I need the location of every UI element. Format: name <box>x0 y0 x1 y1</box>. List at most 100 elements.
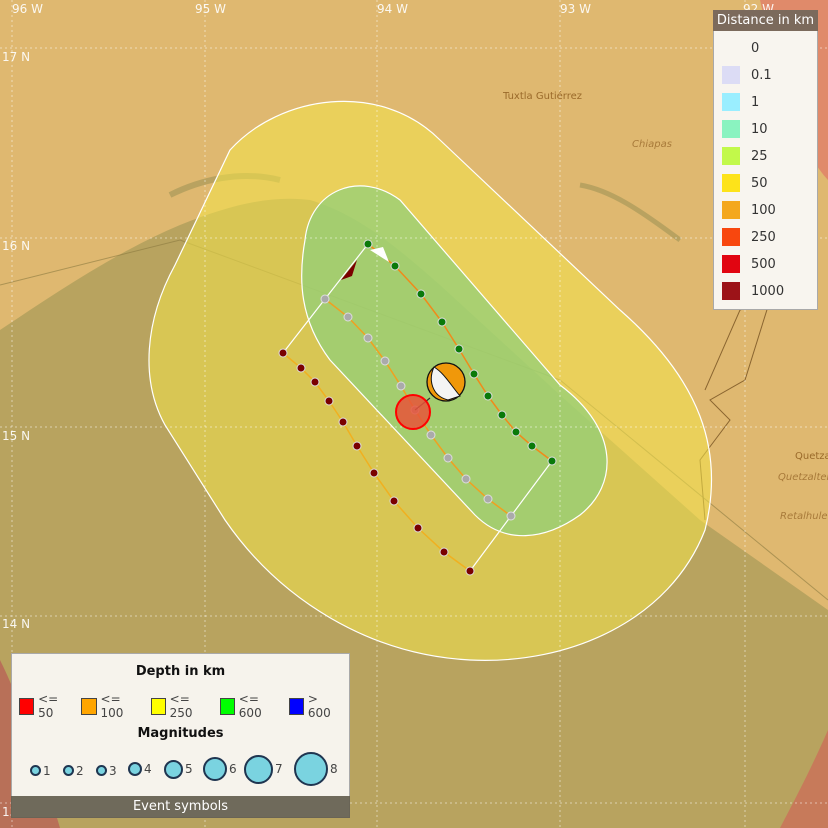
rupture-node <box>443 453 453 463</box>
rupture-node <box>437 317 447 327</box>
depth-legend-item: <= 600 <box>219 692 280 720</box>
depth-label: <= 600 <box>238 692 262 720</box>
lon-label: 95 W <box>195 2 226 16</box>
place-label: Quetzal <box>795 451 828 462</box>
distance-label: 250 <box>751 229 776 245</box>
lat-label: 15 N <box>2 429 31 443</box>
rupture-node <box>506 511 516 521</box>
rupture-node <box>527 441 537 451</box>
depth-swatch <box>288 697 304 715</box>
rupture-node <box>380 356 390 366</box>
depth-legend-item: <= 50 <box>19 692 72 720</box>
rupture-node <box>389 496 399 506</box>
rupture-node <box>390 261 400 271</box>
distance-legend-item: 100 <box>722 201 776 219</box>
magnitude-circle-icon <box>244 754 273 784</box>
distance-swatch <box>722 66 740 84</box>
magnitude-legend-item: 7 <box>244 754 283 784</box>
hypocenter-marker[interactable] <box>395 394 431 430</box>
distance-swatch <box>722 93 740 111</box>
magnitude-legend-row: 1 2 3 4 5 6 7 8 <box>18 749 343 789</box>
distance-label: 10 <box>751 121 768 137</box>
rupture-node <box>296 363 306 373</box>
rupture-node <box>338 417 348 427</box>
rupture-node <box>454 344 464 354</box>
depth-label: <= 250 <box>169 692 193 720</box>
magnitude-label: 1 <box>43 763 51 778</box>
rupture-node <box>363 239 373 249</box>
rupture-direction-arrow-icon <box>341 260 357 280</box>
rupture-node <box>324 396 334 406</box>
rupture-node <box>396 381 406 391</box>
distance-swatch <box>722 255 740 273</box>
rupture-node <box>416 289 426 299</box>
lon-label: 93 W <box>560 2 591 16</box>
magnitude-label: 8 <box>330 762 338 776</box>
magnitude-legend-item: 6 <box>203 757 237 781</box>
depth-legend-item: <= 100 <box>81 692 141 720</box>
magnitude-circle-icon <box>203 757 227 781</box>
rupture-node <box>413 523 423 533</box>
distance-legend-item: 0 <box>722 39 759 57</box>
depth-label: > 600 <box>307 692 331 720</box>
distance-swatch <box>722 120 740 138</box>
rupture-node <box>465 566 475 576</box>
place-label: Quetzaltenango <box>778 472 828 483</box>
rupture-node <box>343 312 353 322</box>
distance-swatch <box>722 201 740 219</box>
rupture-node <box>426 430 436 440</box>
depth-label: <= 100 <box>100 692 124 720</box>
place-label: Retalhuleu <box>780 511 828 522</box>
lon-label: 96 W <box>12 2 43 16</box>
rupture-node <box>310 377 320 387</box>
depth-swatch <box>19 697 35 715</box>
distance-label: 500 <box>751 256 776 272</box>
rupture-node <box>369 468 379 478</box>
rupture-node <box>461 474 471 484</box>
distance-legend-item: 10 <box>722 120 768 138</box>
rupture-node <box>483 391 493 401</box>
distance-swatch <box>722 39 740 57</box>
magnitude-label: 3 <box>109 763 117 778</box>
magnitude-circle-icon <box>294 752 328 786</box>
event-symbols-tab[interactable]: Event symbols <box>11 796 350 818</box>
distance-label: 0.1 <box>751 67 772 83</box>
rupture-node <box>547 456 557 466</box>
rupture-node <box>511 427 521 437</box>
rupture-node <box>497 410 507 420</box>
event-symbols-legend: Depth in km <= 50 <= 100 <= 250 <= 600 > 600… <box>11 653 350 818</box>
depth-legend-row: <= 50 <= 100 <= 250 <= 600 > 600 <box>19 692 349 720</box>
rupture-node <box>352 441 362 451</box>
distance-legend-item: 500 <box>722 255 776 273</box>
rupture-node <box>320 294 330 304</box>
magnitude-legend-item: 5 <box>164 759 193 779</box>
depth-legend-item: <= 250 <box>150 692 211 720</box>
magnitude-legend-item: 1 <box>30 764 51 778</box>
depth-label: <= 50 <box>38 692 59 720</box>
beachball-icon[interactable] <box>426 362 466 402</box>
distance-legend-item: 1000 <box>722 282 784 300</box>
lat-label: 14 N <box>2 617 31 631</box>
distance-legend-title: Distance in km <box>713 10 818 31</box>
magnitude-circle-icon <box>128 762 142 776</box>
rupture-node <box>469 369 479 379</box>
distance-label: 1000 <box>751 283 785 299</box>
magnitude-legend-item: 8 <box>294 752 338 786</box>
distance-legend-item: 1 <box>722 93 759 111</box>
magnitude-circle-icon <box>96 765 107 776</box>
distance-label: 1 <box>751 94 760 110</box>
lake <box>579 182 682 243</box>
magnitude-label: 2 <box>76 763 84 778</box>
lat-label: 16 N <box>2 239 31 253</box>
magnitude-legend-item: 4 <box>128 762 152 776</box>
rupture-node <box>363 333 373 343</box>
magnitude-label: 4 <box>144 762 152 776</box>
rupture-node <box>483 494 493 504</box>
rupture-node <box>439 547 449 557</box>
distance-legend-item: 0.1 <box>722 66 772 84</box>
distance-legend: Distance in km 0 0.1 1 10 25 50 100 250 500 1000 <box>713 10 818 310</box>
depth-swatch <box>81 697 97 715</box>
rupture-model <box>278 239 557 576</box>
distance-swatch <box>722 282 740 300</box>
distance-label: 0 <box>751 40 760 56</box>
